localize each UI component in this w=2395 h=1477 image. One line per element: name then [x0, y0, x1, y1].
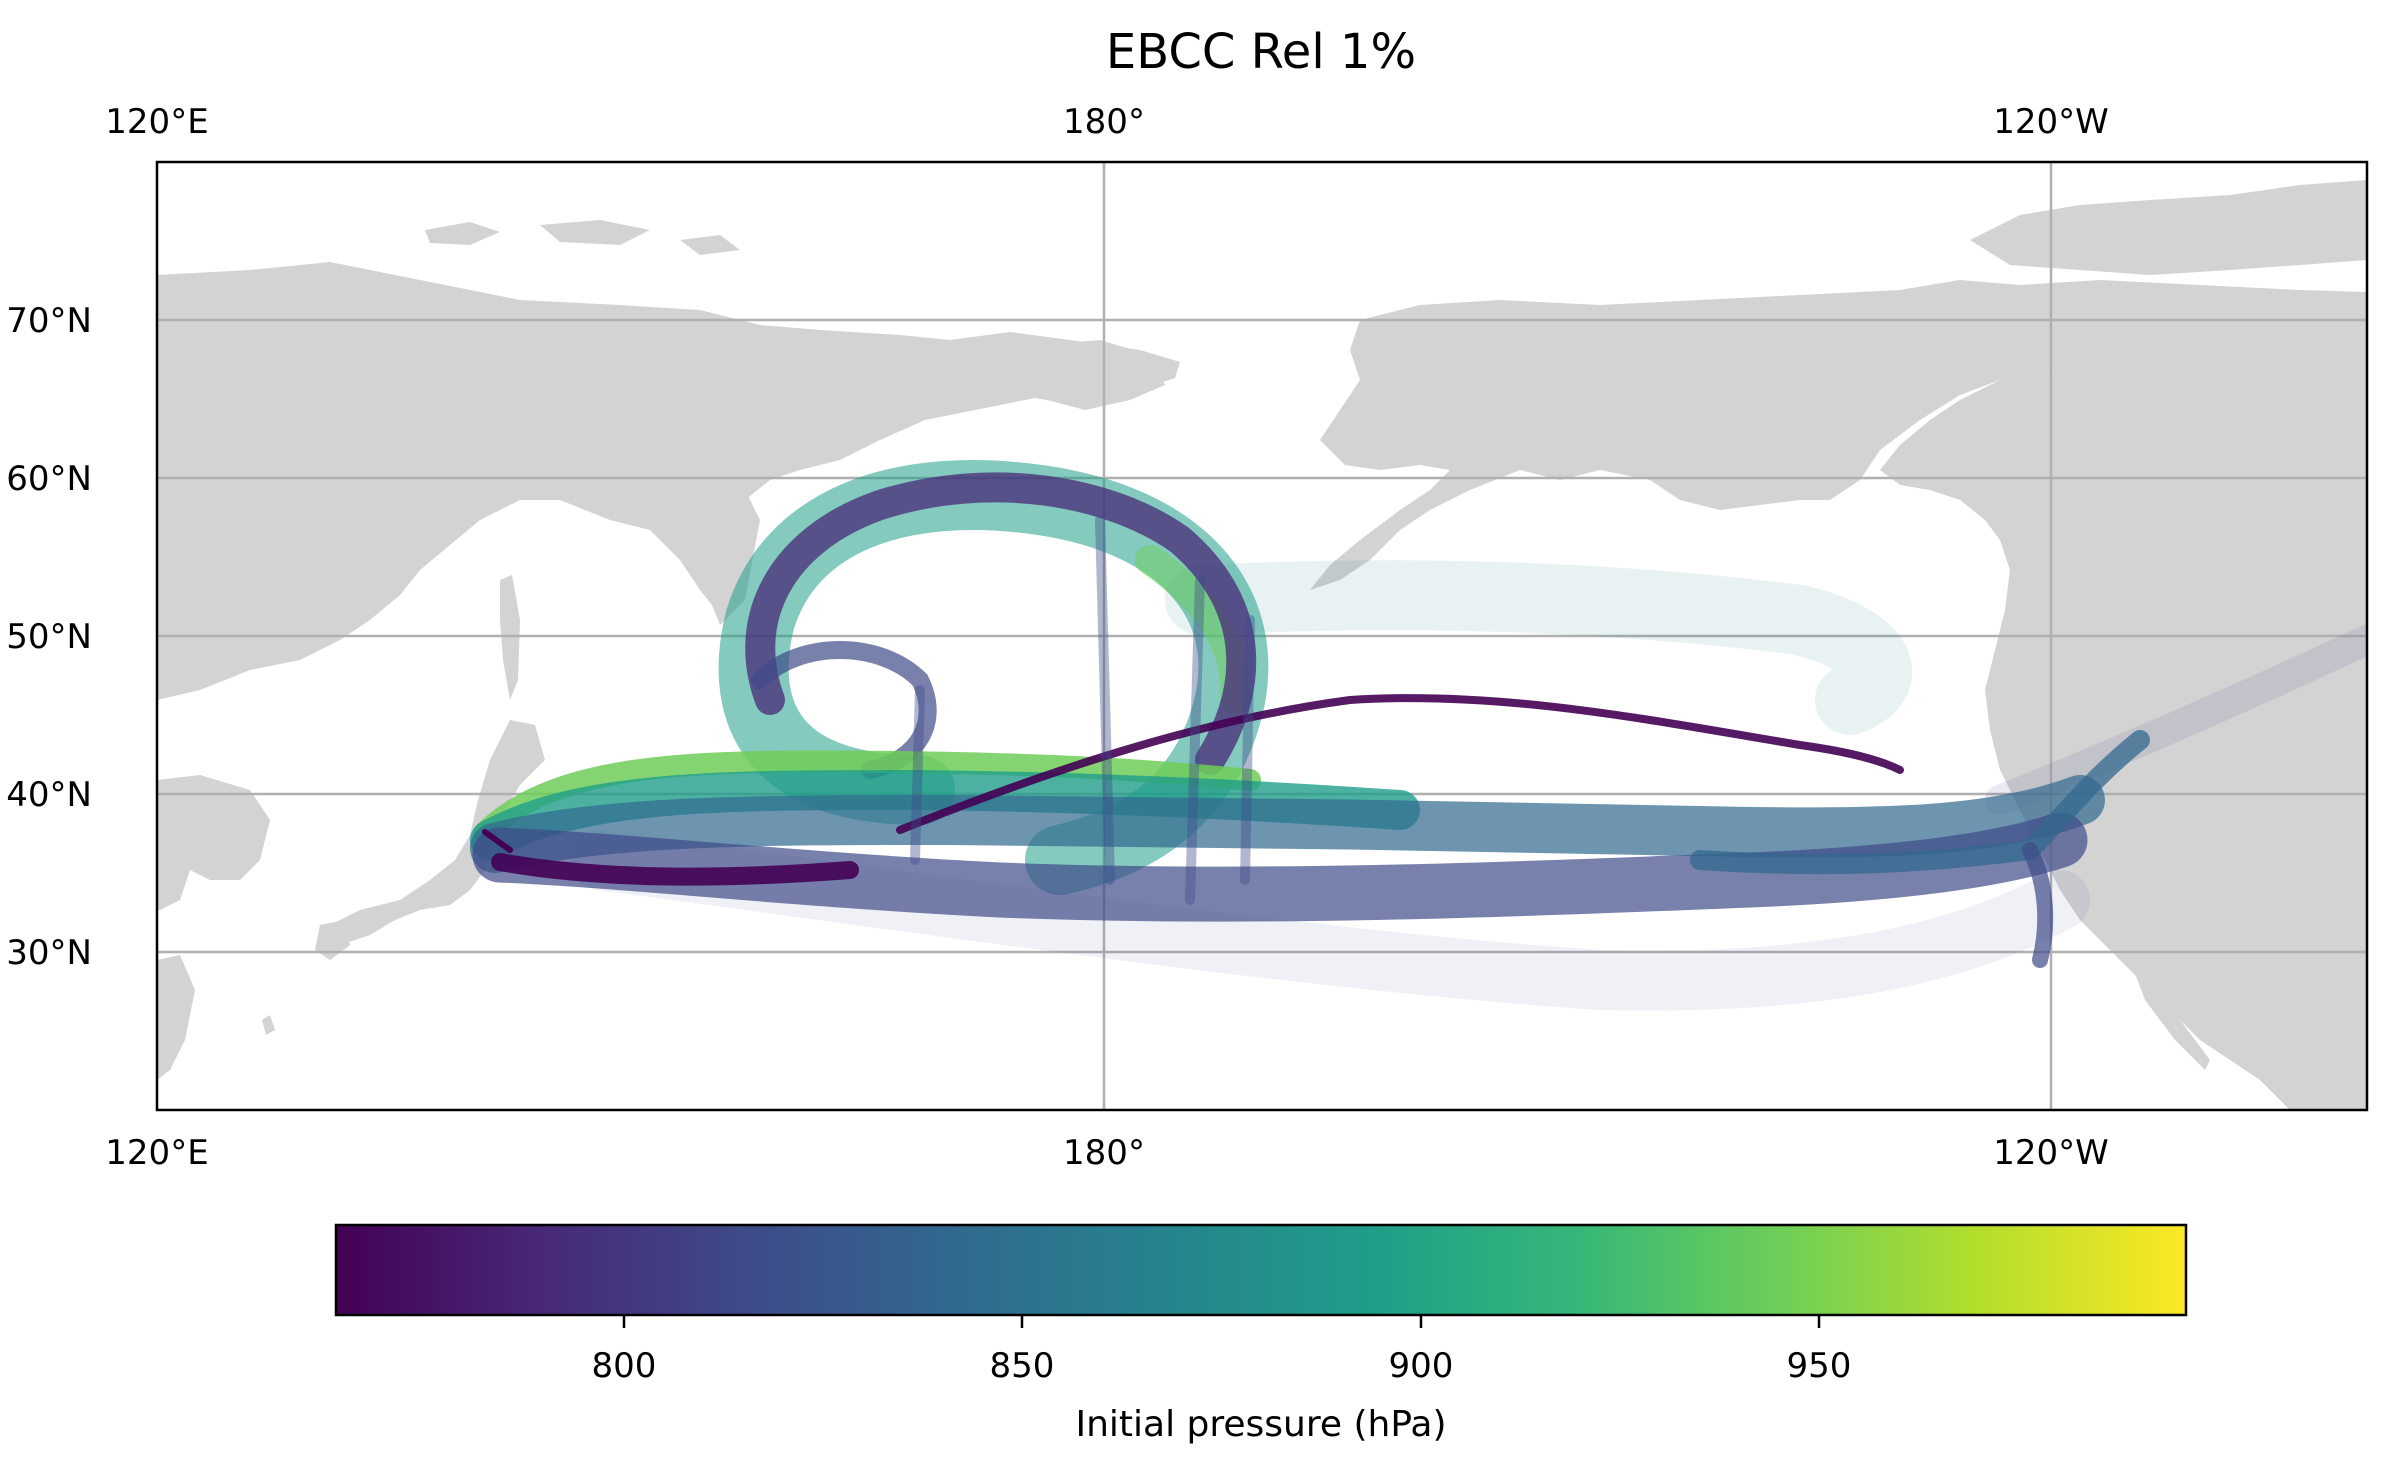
land-kyushu [315, 920, 350, 960]
trajectory-dark-streak [896, 694, 1904, 834]
trajectory-south-hook [2022, 842, 2054, 968]
colorbar-tick-label-900: 900 [1389, 1346, 1454, 1386]
lon-label-bottom-120e: 120°E [105, 1133, 208, 1173]
land-siberia [157, 262, 1180, 700]
trajectory-loop-purple [745, 472, 1257, 775]
colorbar-tick-label-950: 950 [1787, 1346, 1852, 1386]
land-chukotka [1040, 340, 1165, 410]
land-sakhalin [500, 575, 520, 700]
lat-label-50n: 50°N [6, 617, 92, 657]
trajectory-main-band-blue [470, 775, 2105, 873]
colorbar-ticks [622, 1315, 1821, 1328]
trajectory-faint-east-tail [1985, 625, 2367, 815]
trajectory-loop-inner [751, 641, 937, 779]
land-china-south [157, 955, 195, 1080]
lon-label-bottom-120w: 120°W [1993, 1133, 2109, 1173]
colorbar-label: Initial pressure (hPa) [1075, 1404, 1446, 1445]
land-alaska [1310, 280, 2367, 590]
land-ryukyu [262, 1015, 275, 1035]
land-kamchatka [710, 490, 760, 625]
land-korea-china [157, 775, 270, 910]
land-japan [320, 720, 545, 945]
lon-label-top-120w: 120°W [1993, 102, 2109, 142]
release-point [482, 829, 513, 853]
chart-title: EBCC Rel 1% [1106, 24, 1416, 80]
lat-label-60n: 60°N [6, 459, 92, 499]
trajectory-east-tail [1690, 730, 2150, 875]
colorbar-tick-label-800: 800 [592, 1346, 657, 1386]
colorbar-tick-label-850: 850 [990, 1346, 1055, 1386]
land-arctic-islands [425, 220, 740, 255]
map-area [155, 160, 2369, 1112]
land-baja [2130, 960, 2210, 1070]
colorbar-gradient [334, 1223, 2188, 1317]
lon-label-top-180: 180° [1063, 102, 1145, 142]
lat-label-40n: 40°N [6, 775, 92, 815]
trajectory-vertical-streaks [910, 515, 1255, 905]
lat-label-30n: 30°N [6, 933, 92, 973]
land-masses [157, 180, 2367, 1110]
lon-label-top-120e: 120°E [105, 102, 208, 142]
land-canadian-arctic [1970, 180, 2367, 275]
trajectory-plume [470, 460, 2367, 1011]
trajectory-faint-north [1165, 560, 1913, 735]
land-north-america-west [1880, 360, 2367, 1110]
trajectory-main-band-green [474, 750, 1261, 843]
colorbar: 800 850 900 950 Initial pressure (hPa) [334, 1223, 2188, 1445]
lon-label-bottom-180: 180° [1063, 1133, 1145, 1173]
map-frame [155, 160, 2369, 1112]
lat-label-70n: 70°N [6, 301, 92, 341]
trajectory-main-band-purple [491, 853, 859, 886]
